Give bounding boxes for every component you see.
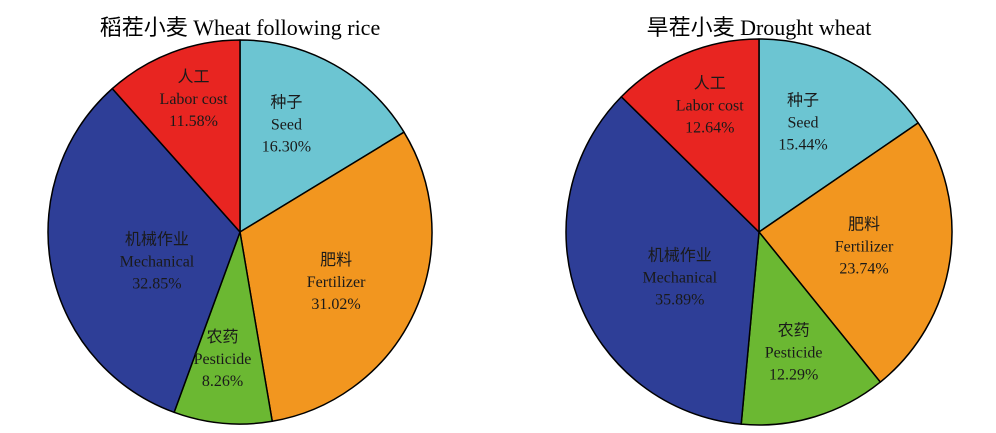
pie-slice-mechanical xyxy=(565,95,760,425)
pie-slice-fertilizer xyxy=(239,131,433,423)
chart-title: 旱茬小麦 Drought wheat xyxy=(647,15,872,40)
pie-slice-labor-cost xyxy=(111,39,241,233)
chart-title: 稻茬小麦 Wheat following rice xyxy=(100,15,380,40)
pie-slice-fertilizer xyxy=(758,122,953,383)
slice-label-pesticide: 农药 Pesticide 12.29% xyxy=(765,322,823,384)
pie-slice-pesticide xyxy=(173,231,273,425)
pie-chart-wheat-following-rice: 稻茬小麦 Wheat following rice 种子 Seed 16.30% 肥料… xyxy=(47,15,433,425)
pie-slice-seed xyxy=(239,39,405,233)
slice-label-labor-cost: 人工 Labor cost 11.58% xyxy=(160,68,229,130)
pie-slice-seed xyxy=(758,38,919,233)
pie-slice-mechanical xyxy=(47,87,241,414)
pie-slice-pesticide xyxy=(740,231,882,426)
slice-label-mechanical: 机械作业 Mechanical 35.89% xyxy=(642,246,717,308)
slice-label-fertilizer: 肥料 Fertilizer 23.74% xyxy=(835,215,894,277)
slice-label-mechanical: 机械作业 Mechanical 32.85% xyxy=(120,231,195,293)
pie-chart-drought-wheat: 旱茬小麦 Drought wheat 种子 Seed 15.44% 肥料 Fertili… xyxy=(565,15,953,426)
slice-label-fertilizer: 肥料 Fertilizer 31.02% xyxy=(307,251,366,313)
slice-label-labor-cost: 人工 Labor cost 12.64% xyxy=(676,75,745,137)
slice-label-pesticide: 农药 Pesticide 8.26% xyxy=(194,328,252,390)
slice-label-seed: 种子 Seed 16.30% xyxy=(262,94,311,156)
slice-label-seed: 种子 Seed 15.44% xyxy=(778,92,827,154)
pie-slice-labor-cost xyxy=(620,38,760,233)
